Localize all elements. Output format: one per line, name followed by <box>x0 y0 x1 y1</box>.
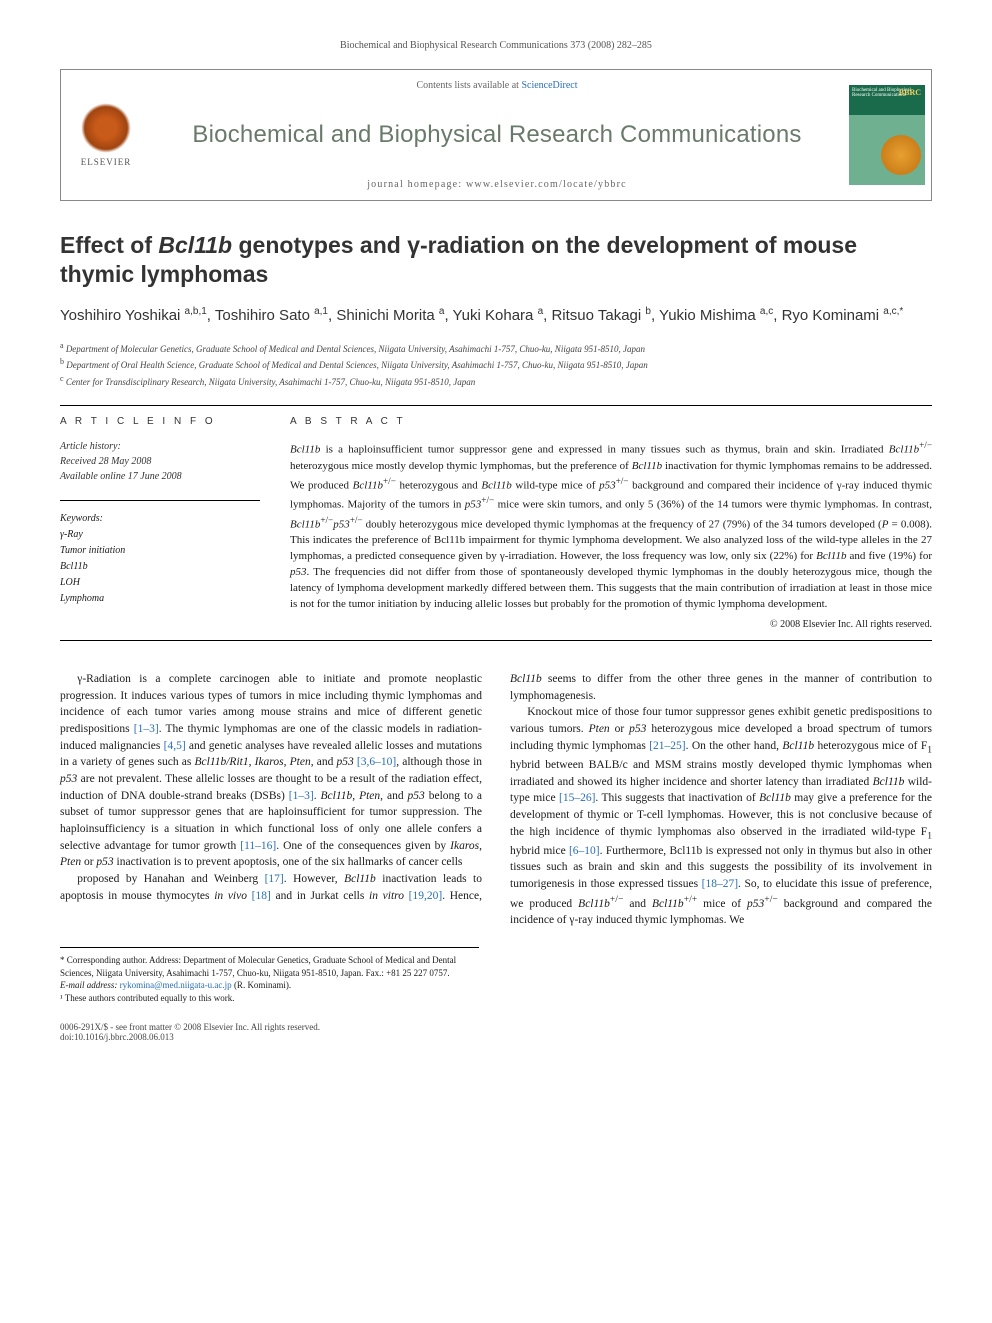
article-history: Article history: Received 28 May 2008 Av… <box>60 439 260 484</box>
abstract-column: A B S T R A C T Bcl11b is a haploinsuffi… <box>290 416 932 630</box>
keyword-3: Bcl11b <box>60 559 260 575</box>
keywords-label: Keywords: <box>60 511 260 527</box>
footnotes: * Corresponding author. Address: Departm… <box>60 947 479 1004</box>
affiliation-c: c Center for Transdisciplinary Research,… <box>60 373 932 390</box>
keywords-block: Keywords: γ-Ray Tumor initiation Bcl11b … <box>60 511 260 607</box>
email-label: E-mail address: <box>60 980 117 990</box>
abstract-text: Bcl11b is a haploinsufficient tumor supp… <box>290 439 932 613</box>
available-date: Available online 17 June 2008 <box>60 469 260 484</box>
journal-cover: Biochemical and Biophysical Research Com… <box>843 70 931 200</box>
elsevier-label: ELSEVIER <box>81 157 132 167</box>
journal-name: Biochemical and Biophysical Research Com… <box>167 121 827 149</box>
abstract-head: A B S T R A C T <box>290 416 932 427</box>
running-head: Biochemical and Biophysical Research Com… <box>60 40 932 51</box>
equal-contribution-note: ¹ These authors contributed equally to t… <box>60 992 479 1005</box>
keyword-1: γ-Ray <box>60 527 260 543</box>
front-matter-line: 0006-291X/$ - see front matter © 2008 El… <box>60 1022 320 1032</box>
homepage-url: www.elsevier.com/locate/ybbrc <box>466 179 627 190</box>
history-label: Article history: <box>60 439 260 454</box>
corresponding-author: * Corresponding author. Address: Departm… <box>60 954 479 979</box>
elsevier-logo: ELSEVIER <box>61 70 151 200</box>
article-info-column: A R T I C L E I N F O Article history: R… <box>60 416 260 630</box>
contents-list-line: Contents lists available at ScienceDirec… <box>167 80 827 91</box>
rule-bottom <box>60 640 932 641</box>
article-title: Effect of Bcl11b genotypes and γ-radiati… <box>60 231 932 289</box>
email-suffix: (R. Kominami). <box>234 980 291 990</box>
contents-prefix: Contents lists available at <box>416 80 521 91</box>
elsevier-tree-icon <box>81 103 131 153</box>
body-p1: γ-Radiation is a complete carcinogen abl… <box>60 671 482 871</box>
keyword-4: LOH <box>60 575 260 591</box>
journal-header: ELSEVIER Contents lists available at Sci… <box>60 69 932 201</box>
received-date: Received 28 May 2008 <box>60 454 260 469</box>
sciencedirect-link[interactable]: ScienceDirect <box>521 80 577 91</box>
bottom-left: 0006-291X/$ - see front matter © 2008 El… <box>60 1022 320 1042</box>
affiliation-a: a Department of Molecular Genetics, Grad… <box>60 340 932 357</box>
cover-thumbnail: Biochemical and Biophysical Research Com… <box>849 85 925 185</box>
abstract-copyright: © 2008 Elsevier Inc. All rights reserved… <box>290 619 932 630</box>
cover-abbrev: BBRC <box>899 89 921 97</box>
keyword-5: Lymphoma <box>60 591 260 607</box>
article-info-head: A R T I C L E I N F O <box>60 416 260 427</box>
body-text: γ-Radiation is a complete carcinogen abl… <box>60 671 932 929</box>
body-p3: Knockout mice of those four tumor suppre… <box>510 704 932 929</box>
info-abstract-row: A R T I C L E I N F O Article history: R… <box>60 416 932 630</box>
email-link[interactable]: rykomina@med.niigata-u.ac.jp <box>120 980 232 990</box>
header-center: Contents lists available at ScienceDirec… <box>151 70 843 200</box>
rule-top <box>60 405 932 406</box>
keyword-2: Tumor initiation <box>60 543 260 559</box>
authors-list: Yoshihiro Yoshikai a,b,1, Toshihiro Sato… <box>60 305 932 326</box>
bottom-metadata: 0006-291X/$ - see front matter © 2008 El… <box>60 1018 932 1042</box>
doi-line: doi:10.1016/j.bbrc.2008.06.013 <box>60 1032 320 1042</box>
affiliation-b: b Department of Oral Health Science, Gra… <box>60 356 932 373</box>
journal-homepage-line: journal homepage: www.elsevier.com/locat… <box>167 179 827 190</box>
homepage-prefix: journal homepage: <box>367 179 466 190</box>
info-divider <box>60 500 260 501</box>
affiliations: a Department of Molecular Genetics, Grad… <box>60 340 932 390</box>
email-line: E-mail address: rykomina@med.niigata-u.a… <box>60 979 479 992</box>
